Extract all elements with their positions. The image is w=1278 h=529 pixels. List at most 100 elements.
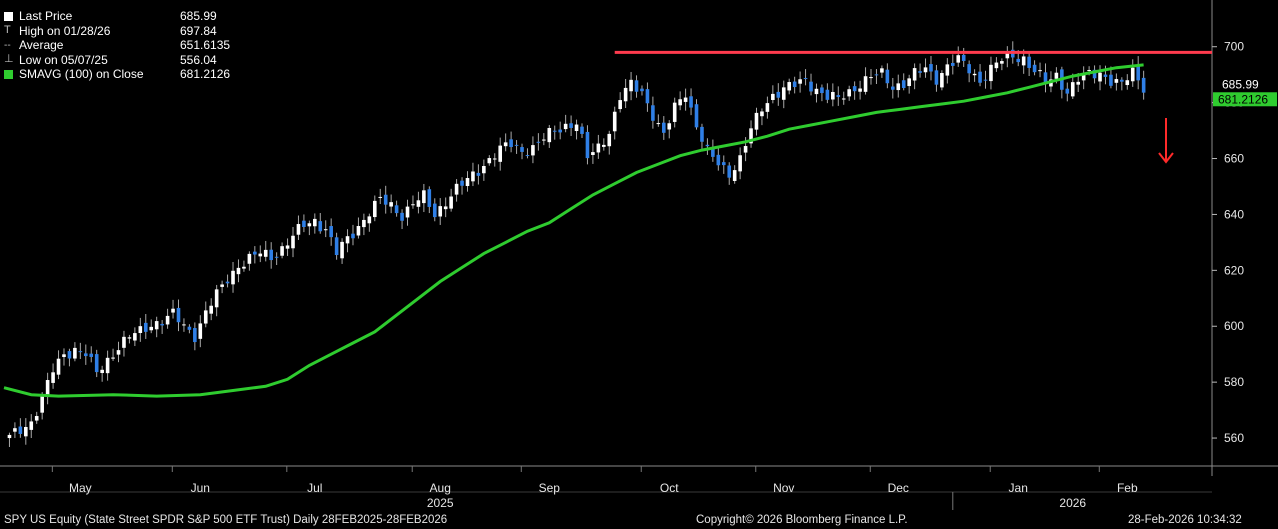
candle-body (187, 326, 192, 330)
candle-body (645, 89, 650, 104)
candle-body (94, 354, 99, 373)
candle-body (612, 111, 617, 132)
candle-body (367, 216, 372, 224)
candle-body (885, 69, 890, 84)
legend-high-value: 697.84 (180, 23, 217, 38)
candle-body (711, 148, 715, 157)
candle-body (563, 123, 568, 130)
candle-body (438, 206, 443, 217)
candle-body (78, 351, 83, 353)
candle-body (411, 204, 415, 206)
candle-body (754, 112, 759, 130)
smavg-swatch-icon (4, 69, 13, 79)
candle-body (667, 123, 672, 130)
candle-body (247, 253, 252, 264)
candle-body (967, 64, 971, 74)
candle-body (318, 221, 323, 232)
candle-body (1027, 56, 1031, 68)
x-month-label: Nov (773, 481, 794, 495)
candle-body (1109, 74, 1113, 86)
candle-body (983, 79, 988, 81)
candle-body (209, 305, 214, 314)
candle-body (580, 126, 584, 134)
candle-body (51, 372, 55, 383)
candle-body (798, 79, 802, 84)
candle-body (656, 123, 661, 125)
last-price-tag: 685.99 (1222, 77, 1259, 91)
legend-smavg-label: SMAVG (100) on Close (19, 67, 144, 81)
smavg-tag-bg (1213, 92, 1277, 107)
candle-body (651, 105, 655, 121)
candle-body (323, 229, 328, 231)
candle-body (912, 68, 917, 81)
candle-body (1098, 72, 1102, 82)
candle-body (214, 289, 219, 308)
y-tick-label: 580 (1224, 375, 1244, 389)
candle-body (781, 87, 786, 100)
y-tick-label: 560 (1224, 431, 1244, 445)
candle-body (40, 396, 44, 413)
candle-body (400, 212, 404, 221)
chart-legend: Last Price 685.99 T High on 01/28/26 697… (4, 9, 250, 95)
candle-body (307, 223, 312, 227)
candle-body (345, 236, 350, 244)
candle-body (1065, 88, 1070, 94)
candle-body (803, 78, 808, 80)
candle-body (602, 144, 606, 147)
legend-last-price-label: Last Price (19, 9, 73, 23)
x-month-label: Jun (191, 481, 210, 495)
candle-body (427, 189, 432, 207)
legend-last-price-value: 685.99 (180, 9, 217, 23)
candle-body (62, 354, 66, 357)
candle-body (618, 100, 622, 110)
candle-body (313, 218, 317, 227)
candle-body (558, 129, 562, 133)
legend-last-price: Last Price 685.99 (4, 9, 250, 24)
candle-body (18, 426, 23, 434)
candle-body (661, 122, 666, 133)
candle-body (133, 333, 137, 341)
candle-body (160, 323, 164, 326)
candle-body (351, 233, 355, 239)
candle-body (231, 270, 235, 285)
candle-body (432, 203, 437, 218)
candle-body (531, 145, 535, 156)
candle-body (492, 158, 497, 160)
candle-body (24, 426, 28, 437)
candle-body (721, 162, 726, 166)
candle-body (405, 206, 410, 218)
candle-body (961, 54, 966, 61)
candle-body (105, 357, 110, 374)
candle-body (73, 347, 77, 359)
candle-body (634, 80, 639, 92)
candle-body (56, 358, 61, 375)
candle-body (1005, 52, 1010, 59)
x-month-label: Dec (888, 481, 909, 495)
candle-body (454, 183, 459, 195)
candle-body (836, 95, 841, 97)
average-marker-icon: -- (4, 39, 11, 51)
candle-body (607, 133, 612, 147)
candle-body (127, 337, 132, 339)
candle-body (640, 88, 644, 92)
candle-body (569, 123, 573, 128)
low-marker-icon: ⊥ (4, 53, 14, 66)
candle-body (672, 102, 677, 122)
candle-body (422, 190, 426, 204)
candle-body (460, 180, 464, 186)
candle-body (525, 155, 530, 157)
candle-body (138, 326, 143, 334)
candle-body (858, 88, 862, 92)
candle-body (934, 70, 939, 85)
candle-body (891, 86, 895, 90)
high-marker-icon: T (4, 24, 11, 37)
candle-body (487, 158, 492, 164)
copyright-text: Copyright© 2026 Bloomberg Finance L.P. (696, 514, 908, 526)
candle-body (176, 307, 181, 323)
candle-body (705, 144, 710, 147)
candle-body (362, 219, 366, 228)
candle-body (1076, 81, 1081, 85)
candle-body (1054, 72, 1059, 79)
candle-body (242, 266, 246, 269)
y-tick-label: 600 (1224, 319, 1244, 333)
